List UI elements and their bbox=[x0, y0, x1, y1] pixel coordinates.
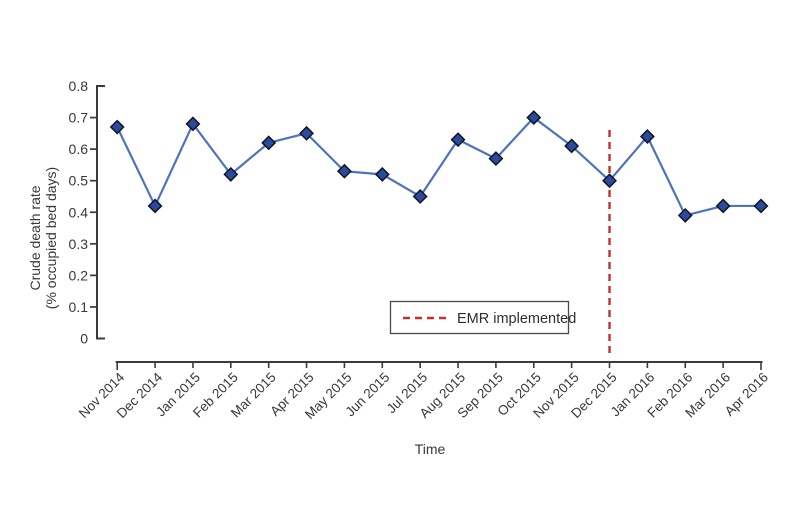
y-axis-title-line1: Crude death rate bbox=[27, 185, 43, 290]
data-point-marker bbox=[715, 198, 731, 214]
data-point-marker bbox=[639, 129, 655, 144]
legend: EMR implemented bbox=[389, 300, 576, 335]
y-tick-label: 0.7 bbox=[69, 110, 89, 126]
y-tick-label: 0.1 bbox=[69, 299, 89, 315]
y-axis-line bbox=[96, 85, 105, 340]
data-point-marker bbox=[261, 135, 277, 151]
y-tick-label: 0.2 bbox=[69, 267, 89, 283]
y-tick-label: 0.8 bbox=[69, 78, 89, 94]
data-point-marker bbox=[488, 151, 504, 167]
x-axis-title: Time bbox=[415, 441, 446, 457]
data-point-marker bbox=[602, 173, 617, 189]
legend-label: EMR implemented bbox=[457, 311, 576, 327]
data-point-marker bbox=[753, 198, 769, 214]
data-point-marker bbox=[336, 163, 352, 179]
y-tick-label: 0 bbox=[80, 331, 88, 347]
data-point-marker bbox=[677, 207, 693, 223]
data-point-marker bbox=[450, 132, 466, 148]
data-point-marker bbox=[564, 138, 580, 154]
series-line bbox=[116, 116, 761, 217]
y-axis-title-line2: (% occupied bed days) bbox=[43, 167, 59, 309]
data-series bbox=[109, 110, 769, 223]
data-point-marker bbox=[412, 189, 428, 204]
data-point-marker bbox=[526, 110, 542, 126]
y-axis: 0 0.1 0.2 0.3 0.4 0.5 0.6 0.7 0.8 bbox=[69, 78, 105, 347]
data-point-marker bbox=[109, 119, 125, 135]
data-point-marker bbox=[299, 125, 315, 141]
data-point-marker bbox=[185, 116, 201, 132]
data-point-marker bbox=[223, 166, 239, 182]
y-tick-label: 0.6 bbox=[69, 141, 89, 157]
y-tick-label: 0.5 bbox=[69, 173, 89, 189]
data-point-marker bbox=[374, 166, 390, 182]
y-tick-label: 0.4 bbox=[69, 204, 89, 220]
data-point-marker bbox=[147, 198, 163, 214]
y-tick-label: 0.3 bbox=[69, 236, 89, 252]
